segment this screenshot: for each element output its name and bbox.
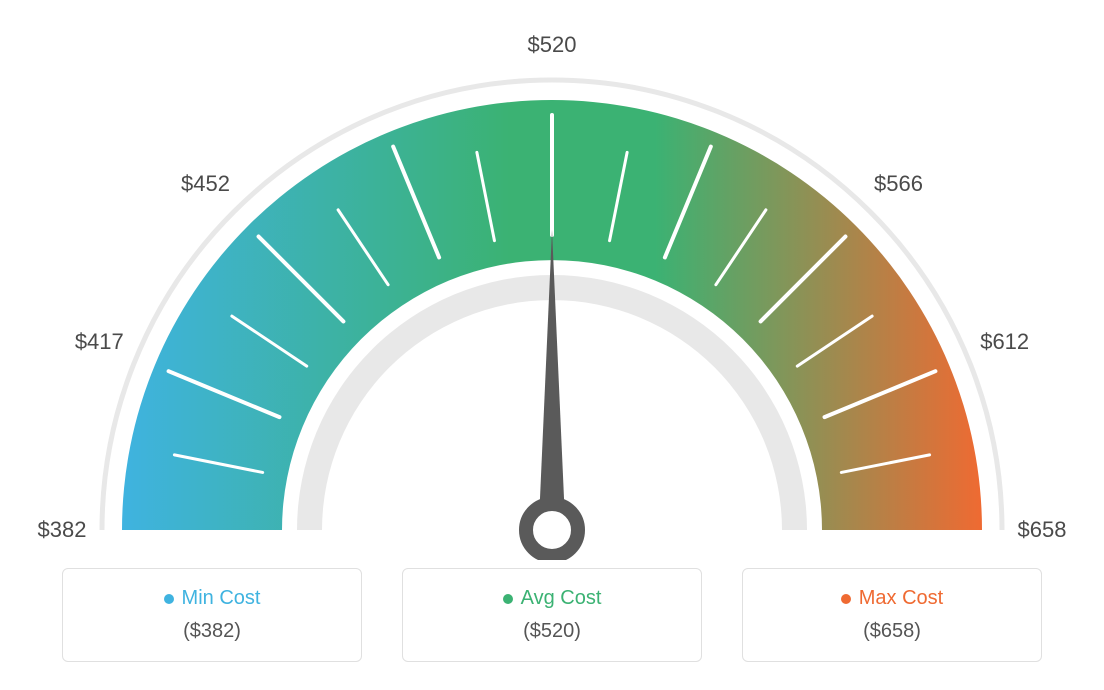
legend-title-min: Min Cost [73, 587, 351, 610]
gauge-svg [0, 0, 1104, 560]
legend-dot-min [164, 594, 174, 604]
legend-value-avg: ($520) [413, 620, 691, 643]
gauge-tick-label: $520 [528, 32, 577, 58]
legend-value-max: ($658) [753, 620, 1031, 643]
legend-card-avg: Avg Cost ($520) [402, 568, 702, 662]
legend-card-max: Max Cost ($658) [742, 568, 1042, 662]
legend-row: Min Cost ($382) Avg Cost ($520) Max Cost… [0, 560, 1104, 662]
legend-value-min: ($382) [73, 620, 351, 643]
legend-label-max: Max Cost [859, 587, 943, 610]
gauge-tick-label: $566 [874, 171, 923, 197]
gauge-chart: $382 $417 $452 $520 $566 $612 $658 [0, 0, 1104, 560]
legend-card-min: Min Cost ($382) [62, 568, 362, 662]
gauge-tick-label: $417 [75, 329, 124, 355]
legend-title-avg: Avg Cost [413, 587, 691, 610]
legend-label-avg: Avg Cost [521, 587, 602, 610]
legend-dot-max [841, 594, 851, 604]
gauge-tick-label: $452 [181, 171, 230, 197]
legend-label-min: Min Cost [182, 587, 261, 610]
gauge-tick-label: $612 [980, 329, 1029, 355]
gauge-tick-label: $382 [38, 517, 87, 543]
gauge-tick-label: $658 [1018, 517, 1067, 543]
legend-title-max: Max Cost [753, 587, 1031, 610]
legend-dot-avg [503, 594, 513, 604]
